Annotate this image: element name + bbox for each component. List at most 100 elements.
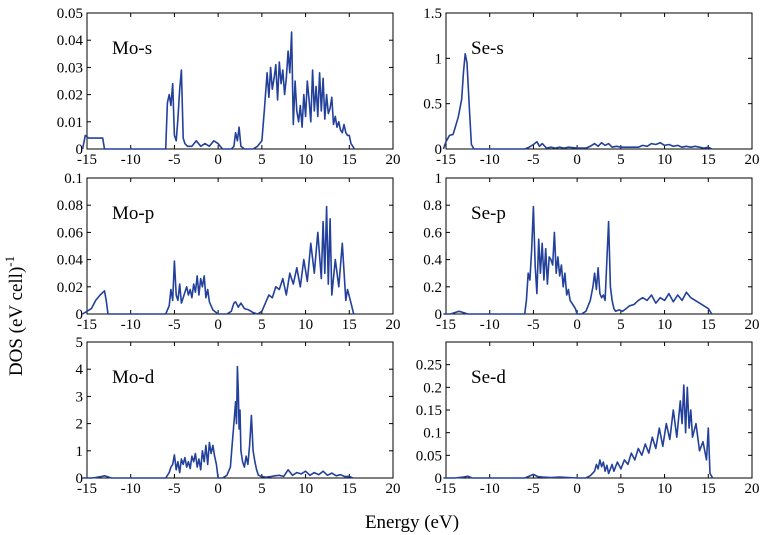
panel-se-p-xtick-label: -15 bbox=[436, 317, 456, 333]
panel-mo-s-xtick-label: -5 bbox=[168, 152, 181, 168]
panel-se-s-ytick-label: 0.5 bbox=[423, 97, 442, 113]
panel-mo-s-xtick-label: 20 bbox=[386, 152, 401, 168]
panel-se-d-label: Se-d bbox=[471, 367, 506, 388]
panel-mo-s-xtick-label: 15 bbox=[342, 152, 357, 168]
panels-group: -15 -10 -5 0 5 10 15 2000.010.020.030.040.05Mo-… bbox=[57, 6, 760, 497]
panel-se-s-frame bbox=[445, 12, 753, 150]
panel-se-s-label: Se-s bbox=[471, 38, 504, 59]
panel-mo-p-xtick-label: -5 bbox=[168, 317, 181, 333]
panel-mo-s-ytick-label: 0.05 bbox=[57, 6, 83, 22]
panel-mo-d-ytick-label: 2 bbox=[76, 417, 84, 433]
panel-se-p-ytick-label: 0.8 bbox=[423, 198, 442, 214]
panel-se-d-ytick-label: 0 bbox=[435, 471, 443, 487]
panel-se-s-xtick-label: -5 bbox=[527, 152, 540, 168]
panel-mo-d-xtick-label: -10 bbox=[121, 481, 141, 497]
panel-mo-p-xtick-label: 10 bbox=[298, 317, 313, 333]
panel-se-d-ytick-label: 0.2 bbox=[423, 380, 442, 396]
panel-se-p-label: Se-p bbox=[471, 203, 506, 224]
panel-mo-d-xtick-label: 5 bbox=[258, 481, 266, 497]
panel-mo-s-xtick-label: -10 bbox=[121, 152, 141, 168]
panel-mo-d-ytick-label: 5 bbox=[76, 335, 84, 351]
panel-se-p-xtick-label: 10 bbox=[657, 317, 672, 333]
panel-mo-p-label: Mo-p bbox=[112, 203, 154, 224]
panel-se-s-xtick-label: 20 bbox=[745, 152, 760, 168]
panel-se-d-ytick-label: 0.05 bbox=[416, 448, 442, 464]
panel-se-s-ytick-label: 1 bbox=[435, 51, 443, 67]
panel-se-p-frame bbox=[445, 177, 753, 315]
panel-se-d-xtick-label: -10 bbox=[480, 481, 500, 497]
panel-mo-d-xtick-label: 15 bbox=[342, 481, 357, 497]
panel-mo-p-ytick-label: 0.1 bbox=[64, 171, 83, 187]
panel-mo-p-xtick-label: 15 bbox=[342, 317, 357, 333]
panel-mo-d-ytick-label: 0 bbox=[76, 471, 84, 487]
y-axis-title-superscript: -1 bbox=[2, 256, 17, 267]
panel-mo-s-xtick-label: 5 bbox=[258, 152, 266, 168]
panel-se-s-xtick-label: -15 bbox=[436, 152, 456, 168]
panel-mo-p-frame bbox=[86, 177, 394, 315]
panel-se-s-dos-line bbox=[442, 52, 713, 150]
panel-mo-s-label: Mo-s bbox=[112, 38, 152, 59]
panel-mo-s-ytick-label: 0.02 bbox=[57, 88, 83, 104]
panel-mo-p-ytick-label: 0.06 bbox=[57, 225, 84, 241]
panel-mo-p-xtick-label: 20 bbox=[386, 317, 401, 333]
panel-se-s-ytick-label: 0 bbox=[435, 142, 443, 158]
panel-mo-d-xtick-label: -15 bbox=[77, 481, 97, 497]
panel-mo-p-dos-line bbox=[82, 205, 355, 315]
panel-mo-p-ytick-label: 0.04 bbox=[57, 253, 84, 269]
panel-mo-p-xtick-label: 5 bbox=[258, 317, 266, 333]
panel-se-p-ytick-label: 0 bbox=[435, 307, 443, 323]
panel-se-s-xtick-label: 10 bbox=[657, 152, 672, 168]
panel-mo-s-ytick-label: 0 bbox=[76, 142, 84, 158]
panel-se-s: -15 -10 -5 0 5 10 15 20 0 0.5 1 1.5 Se-s bbox=[423, 6, 759, 168]
panel-se-s-xtick-label: 5 bbox=[617, 152, 625, 168]
y-axis-title-main: DOS (eV cell) bbox=[6, 267, 27, 376]
panel-se-d-xtick-label: 0 bbox=[573, 481, 581, 497]
panel-se-d-xtick-label: 20 bbox=[745, 481, 760, 497]
panel-se-s-xtick-label: 0 bbox=[573, 152, 581, 168]
panel-mo-d-xtick-label: 0 bbox=[214, 481, 222, 497]
panel-se-p-xtick-label: 5 bbox=[617, 317, 625, 333]
panel-mo-d: -15 -10 -5 0 5 10 15 20 0 1 2 3 4 5 Mo-d bbox=[76, 335, 401, 497]
panel-se-s-ytick-label: 1.5 bbox=[423, 6, 442, 22]
panel-mo-d-xtick-label: -5 bbox=[168, 481, 181, 497]
panel-mo-p-ytick-label: 0.08 bbox=[57, 198, 83, 214]
panel-se-p-xtick-label: -5 bbox=[527, 317, 540, 333]
panel-se-p-dos-line bbox=[443, 205, 713, 315]
panel-se-d-xtick-label: 15 bbox=[701, 481, 716, 497]
panel-se-p-xtick-label: -10 bbox=[480, 317, 500, 333]
panel-mo-s-frame bbox=[86, 12, 394, 150]
panel-mo-s-xtick-label: -15 bbox=[77, 152, 97, 168]
panel-mo-p-ytick-label: 0 bbox=[76, 307, 84, 323]
panel-se-d-xtick-label: -15 bbox=[436, 481, 456, 497]
panel-se-p-xtick-label: 20 bbox=[745, 317, 760, 333]
panel-mo-s-ytick-label: 0.04 bbox=[57, 33, 84, 49]
panel-se-s-xtick-label: -10 bbox=[480, 152, 500, 168]
panel-mo-d-ytick-label: 3 bbox=[76, 389, 84, 405]
panel-mo-d-ytick-label: 1 bbox=[76, 444, 84, 460]
panel-mo-d-xtick-label: 20 bbox=[386, 481, 401, 497]
panel-se-p-ytick-label: 0.6 bbox=[423, 225, 442, 241]
panel-mo-p-xtick-label: 0 bbox=[214, 317, 222, 333]
panel-mo-s-ytick-label: 0.01 bbox=[57, 115, 83, 131]
panel-mo-s-ytick-label: 0.03 bbox=[57, 60, 83, 76]
x-axis-title: Energy (eV) bbox=[365, 512, 459, 533]
panel-mo-d-label: Mo-d bbox=[112, 367, 155, 388]
panel-se-d: -15 -10 -5 0 5 10 15 20 0 0.05 0.1 0.15 0.2 0.25 Se-d bbox=[416, 341, 760, 497]
panel-se-d-xtick-label: 5 bbox=[617, 481, 625, 497]
y-axis-title: DOS (eV cell)-1 bbox=[2, 256, 27, 376]
panel-mo-p-xtick-label: -10 bbox=[121, 317, 141, 333]
panel-se-p-ytick-label: 1 bbox=[435, 171, 443, 187]
panel-mo-d-ytick-label: 4 bbox=[76, 362, 84, 378]
panel-se-p-ytick-label: 0.4 bbox=[423, 253, 442, 269]
panel-mo-p: -15 -10 -5 0 5 10 15 20 0 0.02 0.04 0.06 0.08 0.1 Mo-p bbox=[57, 171, 401, 333]
panel-mo-s-dos-line bbox=[81, 31, 356, 150]
panel-se-s-xtick-label: 15 bbox=[701, 152, 716, 168]
panel-se-p-xtick-label: 0 bbox=[573, 317, 581, 333]
panel-mo-p-ytick-label: 0.02 bbox=[57, 280, 83, 296]
panel-se-d-ytick-label: 0.25 bbox=[416, 358, 442, 374]
panel-mo-p-xtick-label: -15 bbox=[77, 317, 97, 333]
panel-se-p-xtick-label: 15 bbox=[701, 317, 716, 333]
panel-se-d-dos-line bbox=[443, 384, 714, 479]
panel-se-p: -15 -10 -5 0 5 10 15 20 0 0.2 0.4 0.6 0.8 1 Se-p bbox=[423, 171, 759, 333]
